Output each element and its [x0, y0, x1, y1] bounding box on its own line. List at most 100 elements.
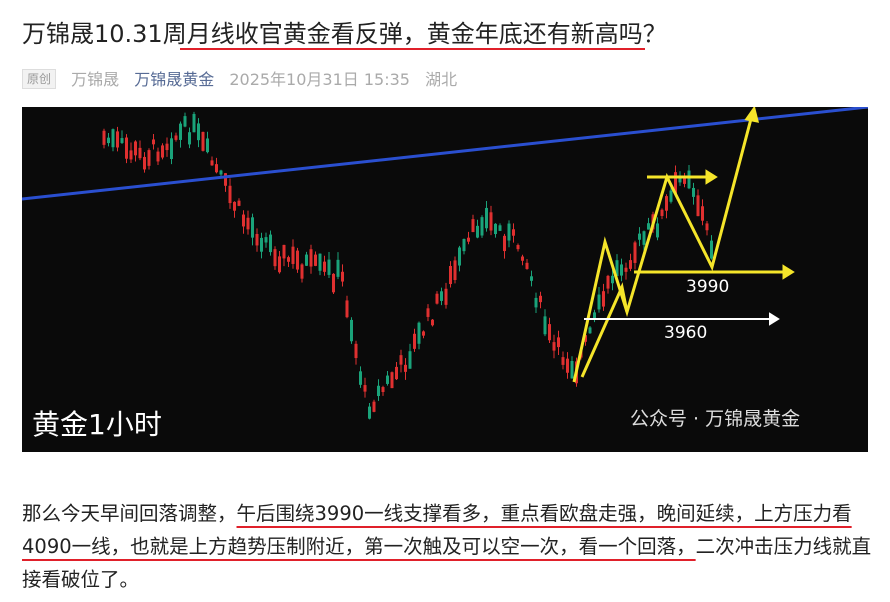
- candle: [224, 173, 227, 186]
- candle: [507, 223, 511, 241]
- candle: [377, 385, 380, 397]
- text: 二次冲击压力线就直接看破位了。: [22, 535, 872, 591]
- candle: [615, 260, 619, 277]
- candle: [602, 291, 605, 307]
- candle: [264, 237, 268, 243]
- candle: [422, 331, 425, 336]
- candle: [480, 217, 484, 236]
- date: 2025年10月31日 15:35: [229, 70, 410, 89]
- candle: [611, 275, 614, 284]
- meta-row: 原创 万锦晟 万锦晟黄金 2025年10月31日 15:35 湖北: [22, 66, 467, 90]
- candle: [543, 316, 547, 335]
- candle: [372, 401, 376, 412]
- candle: [233, 201, 236, 211]
- candle: [174, 135, 178, 140]
- candle: [318, 253, 322, 271]
- candle: [242, 214, 245, 227]
- candle: [444, 288, 448, 305]
- author[interactable]: 万锦晟: [71, 70, 120, 89]
- candle: [161, 145, 164, 158]
- candle: [206, 138, 209, 153]
- candle: [417, 322, 421, 344]
- candle: [219, 170, 223, 175]
- candle: [462, 238, 466, 252]
- candle: [102, 130, 106, 145]
- candle: [642, 231, 646, 245]
- candle: [408, 351, 412, 369]
- candle: [435, 293, 439, 304]
- level-label: 3960: [664, 323, 707, 343]
- candle: [323, 261, 326, 272]
- candle: [453, 260, 457, 281]
- location: 湖北: [425, 70, 458, 89]
- candle: [678, 176, 682, 183]
- candle: [107, 137, 110, 144]
- trend-line: [22, 107, 868, 201]
- candle: [116, 131, 119, 148]
- candle: [197, 123, 200, 141]
- candle: [350, 319, 353, 342]
- candle: [521, 256, 524, 261]
- article-title: 万锦晟10.31周月线收官黄金看反弹，黄金年底还有新高吗？: [22, 20, 667, 48]
- candle: [557, 337, 560, 348]
- candle: [620, 264, 623, 276]
- candle: [170, 138, 173, 160]
- candle: [647, 223, 650, 230]
- candle: [390, 372, 394, 389]
- candle: [215, 164, 218, 173]
- white-arrow: [584, 312, 780, 326]
- candle: [638, 233, 641, 240]
- candle: [530, 276, 533, 281]
- candle: [570, 360, 574, 379]
- candle: [566, 358, 569, 373]
- candle: [287, 257, 290, 262]
- title-underline: [180, 48, 645, 50]
- candle: [413, 333, 416, 349]
- candle: [129, 150, 133, 160]
- candle: [440, 291, 443, 301]
- candle: [597, 294, 601, 310]
- candle: [314, 254, 317, 266]
- candle: [705, 223, 709, 231]
- candle: [111, 129, 115, 148]
- candle: [588, 327, 592, 334]
- highlight-text: 午后围绕3990一线支撑看多，重点看欧盘走强，晚间延续，上方压力看4090一线，…: [22, 502, 852, 558]
- candle: [386, 375, 389, 384]
- candle: [210, 160, 214, 166]
- candle: [687, 170, 691, 189]
- candle: [354, 343, 358, 359]
- candle: [147, 150, 151, 166]
- candle: [309, 249, 313, 267]
- candle: [359, 371, 362, 385]
- candle: [282, 244, 286, 259]
- candle: [606, 275, 610, 289]
- candle: [629, 260, 632, 269]
- candle: [512, 229, 515, 236]
- candle: [228, 185, 232, 204]
- candle: [255, 233, 259, 246]
- candle: [246, 217, 250, 230]
- candle: [539, 295, 542, 303]
- candle: [296, 250, 299, 270]
- candle: [458, 247, 461, 266]
- candle: [489, 212, 493, 231]
- candle: [237, 200, 241, 206]
- candle: [692, 187, 695, 197]
- candle: [525, 262, 529, 269]
- candle: [548, 324, 551, 341]
- candle: [269, 234, 272, 253]
- candle: [260, 237, 263, 252]
- candle: [665, 196, 668, 211]
- candle: [660, 209, 664, 216]
- candle: [624, 267, 628, 272]
- candle: [449, 265, 452, 285]
- candle: [516, 245, 520, 250]
- candle: [345, 300, 349, 318]
- chart-image: 3990 3960 黄金1小时 公众号 · 万锦晟黄金: [22, 107, 868, 452]
- level-label: 3990: [686, 277, 729, 297]
- candle: [138, 147, 142, 159]
- candle: [152, 139, 155, 145]
- candle: [471, 219, 475, 233]
- account[interactable]: 万锦晟黄金: [134, 70, 215, 89]
- candle: [552, 342, 556, 351]
